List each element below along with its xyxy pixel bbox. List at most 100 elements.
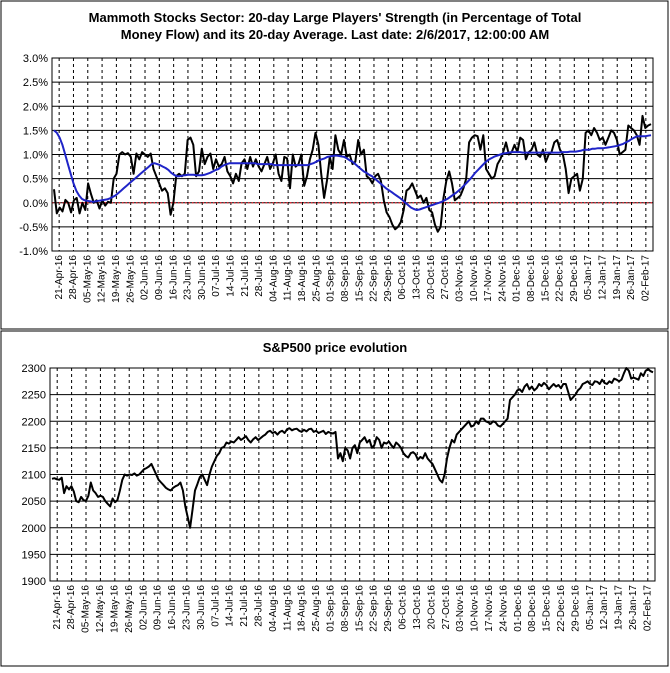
x-tick-label: 21-Apr-16: [54, 255, 65, 300]
y-tick-label: -0.5%: [19, 222, 48, 234]
chart1-plot-area: [51, 57, 654, 252]
x-tick-label: 10-Nov-16: [469, 255, 480, 302]
x-tick-label: 19-Jan-17: [614, 585, 625, 630]
x-tick-label: 16-Jun-16: [168, 255, 179, 300]
series-line-2: [53, 129, 652, 211]
x-tick-label: 23-Jun-16: [181, 585, 192, 630]
x-tick-label: 27-Oct-16: [441, 585, 452, 630]
x-tick-label: 12-Jan-17: [598, 255, 609, 300]
y-tick-label: 1.5%: [23, 125, 48, 137]
y-tick-label: 2150: [22, 443, 46, 455]
x-tick-label: 04-Aug-16: [268, 255, 279, 302]
x-tick-label: 06-Oct-16: [398, 585, 409, 630]
x-tick-label: 02-Feb-17: [642, 585, 653, 632]
chart1-title-line1: Mammoth Stocks Sector: 20-day Large Play…: [89, 10, 582, 25]
x-tick-label: 28-Jul-16: [254, 255, 265, 297]
chart2-title: S&P500 price evolution: [263, 340, 408, 355]
x-tick-label: 09-Jun-16: [153, 585, 164, 630]
x-tick-label: 27-Oct-16: [440, 255, 451, 300]
y-tick-label: 2100: [22, 470, 46, 482]
y-tick-label: 2.0%: [23, 101, 48, 113]
chart1-x-ticks: 21-Apr-16 28-Apr-16 05-May-16 12-May-16 19-M…: [54, 255, 652, 303]
x-tick-label: 15-Dec-16: [542, 585, 553, 632]
y-tick-label: 2000: [22, 523, 46, 535]
chart1-title-line2: Money Flow) and its 20-day Average. Last…: [121, 27, 549, 42]
x-tick-label: 05-May-16: [81, 585, 92, 633]
x-tick-label: 07-Jul-16: [210, 585, 221, 627]
x-tick-label: 24-Nov-16: [498, 585, 509, 632]
x-tick-label: 11-Aug-16: [283, 255, 294, 301]
y-tick-label: 2250: [22, 390, 46, 402]
x-tick-label: 29-Dec-16: [570, 585, 581, 632]
x-tick-label: 08-Sep-16: [340, 585, 351, 632]
x-tick-label: 01-Sep-16: [326, 585, 337, 632]
chart1-y-ticks: -1.0% -0.5% 0.0% 0.5% 1.0% 1.5% 2.0% 2.5% 3.0%: [19, 53, 48, 258]
x-tick-label: 12-May-16: [97, 255, 108, 303]
x-tick-label: 07-Jul-16: [211, 255, 222, 297]
x-tick-label: 01-Sep-16: [326, 255, 337, 302]
x-tick-label: 28-Apr-16: [68, 255, 79, 300]
y-tick-label: 0.0%: [23, 198, 48, 210]
x-tick-label: 21-Apr-16: [52, 585, 63, 630]
x-tick-label: 01-Dec-16: [513, 585, 524, 632]
x-tick-label: 26-May-16: [125, 255, 136, 303]
chart1-series: [53, 114, 652, 233]
y-tick-label: 2050: [22, 496, 46, 508]
x-tick-label: 17-Nov-16: [484, 585, 495, 632]
x-tick-label: 21-Jul-16: [240, 255, 251, 297]
x-tick-label: 29-Sep-16: [383, 255, 394, 302]
x-tick-label: 08-Dec-16: [527, 585, 538, 632]
x-tick-label: 03-Nov-16: [455, 585, 466, 632]
x-tick-label: 13-Oct-16: [412, 255, 423, 300]
chart2-series: [51, 367, 654, 529]
x-tick-label: 06-Oct-16: [397, 255, 408, 300]
x-tick-label: 01-Dec-16: [512, 255, 523, 302]
x-tick-label: 26-Jan-17: [628, 585, 639, 630]
x-tick-label: 12-Jan-17: [599, 585, 610, 630]
x-tick-label: 17-Nov-16: [483, 255, 494, 302]
x-tick-label: 13-Oct-16: [412, 585, 423, 630]
y-tick-label: 3.0%: [23, 53, 48, 65]
x-tick-label: 15-Sep-16: [354, 255, 365, 302]
x-tick-label: 21-Jul-16: [239, 585, 250, 627]
x-tick-label: 19-May-16: [109, 585, 120, 633]
x-tick-label: 18-Aug-16: [297, 585, 308, 632]
chart2-y-ticks: 1900 1950 2000 2050 2100 2150 2200 2250 2300: [22, 363, 46, 588]
x-tick-label: 30-Jun-16: [197, 255, 208, 300]
x-tick-label: 10-Nov-16: [470, 585, 481, 632]
x-tick-label: 14-Jul-16: [225, 585, 236, 627]
x-tick-label: 04-Aug-16: [268, 585, 279, 632]
x-tick-label: 08-Dec-16: [526, 255, 537, 302]
x-tick-label: 12-May-16: [95, 585, 106, 633]
y-tick-label: 1.0%: [23, 150, 48, 162]
y-tick-label: 1950: [22, 549, 46, 561]
x-tick-label: 24-Nov-16: [497, 255, 508, 302]
y-tick-label: 1900: [22, 576, 46, 588]
x-tick-label: 18-Aug-16: [297, 255, 308, 302]
x-tick-label: 14-Jul-16: [226, 255, 237, 297]
y-tick-label: 0.5%: [23, 174, 48, 186]
y-tick-label: 2.5%: [23, 77, 48, 89]
x-tick-label: 26-May-16: [124, 585, 135, 633]
x-tick-label: 05-Jan-17: [583, 255, 594, 300]
x-tick-label: 02-Jun-16: [138, 585, 149, 630]
x-tick-label: 03-Nov-16: [454, 255, 465, 302]
x-tick-label: 19-Jan-17: [612, 255, 623, 300]
x-tick-label: 28-Jul-16: [254, 585, 265, 627]
series-line-1: [51, 367, 654, 529]
chart2-x-ticks: 21-Apr-16 28-Apr-16 05-May-16 12-May-16 19-M…: [52, 585, 654, 633]
x-tick-label: 25-Aug-16: [311, 585, 322, 632]
x-tick-label: 29-Dec-16: [569, 255, 580, 302]
x-tick-label: 30-Jun-16: [196, 585, 207, 630]
x-tick-label: 02-Jun-16: [140, 255, 151, 300]
x-tick-label: 26-Jan-17: [626, 255, 637, 300]
x-tick-label: 09-Jun-16: [154, 255, 165, 300]
x-tick-label: 22-Sep-16: [369, 585, 380, 632]
x-tick-label: 25-Aug-16: [311, 255, 322, 302]
x-tick-label: 22-Dec-16: [556, 585, 567, 632]
y-tick-label: 2300: [22, 363, 46, 375]
x-tick-label: 05-May-16: [82, 255, 93, 303]
chart2-grid: [50, 368, 655, 581]
x-tick-label: 23-Jun-16: [183, 255, 194, 300]
